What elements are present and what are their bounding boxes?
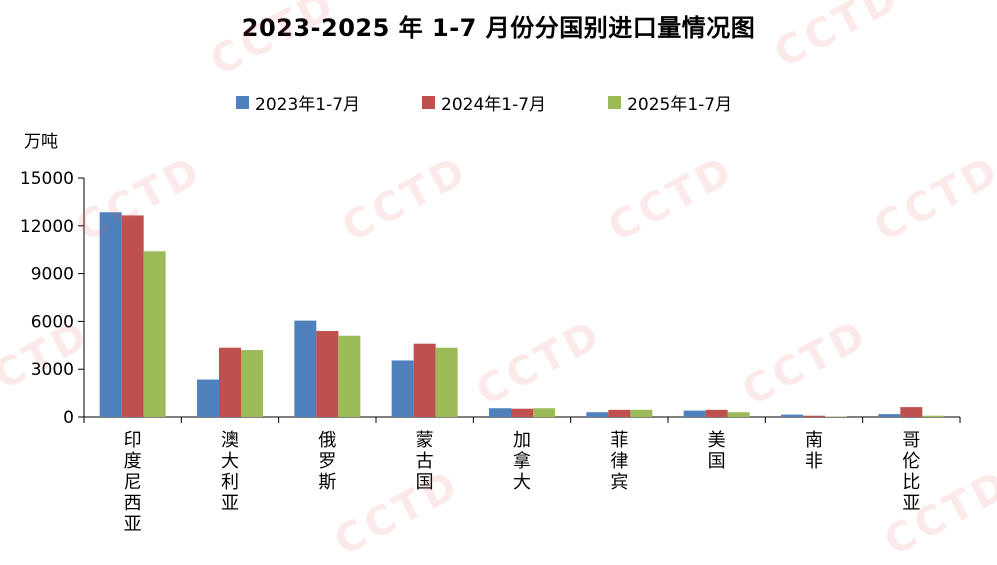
bar-2025年1-7月-俄罗斯 (338, 336, 360, 417)
y-tick-label: 6000 (31, 312, 74, 332)
bar-2025年1-7月-哥伦比亚 (922, 416, 944, 417)
bar-chart: 万吨 0 3000 6000 9000 12000 15000 印度尼西亚 澳大利亚 俄罗斯 蒙古… (0, 0, 997, 533)
bar-2023年1-7月-澳大利亚 (197, 380, 219, 417)
y-tick-label: 12000 (20, 217, 74, 237)
y-tick-label: 9000 (31, 265, 74, 285)
bar-2023年1-7月-印度尼西亚 (100, 212, 122, 417)
bar-2024年1-7月-俄罗斯 (316, 331, 338, 417)
bar-2023年1-7月-俄罗斯 (294, 321, 316, 417)
x-category-label: 澳大利亚 (221, 430, 239, 514)
x-category-label: 印度尼西亚 (124, 430, 142, 533)
bar-2023年1-7月-美国 (684, 411, 706, 417)
bar-2024年1-7月-哥伦比亚 (900, 407, 922, 417)
bar-2023年1-7月-南非 (781, 415, 803, 417)
x-category-label: 南非 (805, 430, 823, 472)
bar-2025年1-7月-蒙古国 (436, 348, 458, 417)
bar-2023年1-7月-加拿大 (489, 408, 511, 417)
x-category-label: 菲律宾 (610, 430, 628, 493)
bar-2024年1-7月-澳大利亚 (219, 348, 241, 417)
bar-2024年1-7月-蒙古国 (414, 344, 436, 417)
bar-2025年1-7月-印度尼西亚 (144, 251, 166, 417)
bar-2025年1-7月-澳大利亚 (241, 350, 263, 417)
bar-2025年1-7月-菲律宾 (630, 410, 652, 417)
x-category-label: 加拿大 (513, 430, 531, 493)
y-tick-label: 15000 (20, 169, 74, 189)
bar-2025年1-7月-美国 (728, 412, 750, 417)
bar-2023年1-7月-菲律宾 (586, 412, 608, 417)
bar-2023年1-7月-蒙古国 (392, 360, 414, 417)
bar-2024年1-7月-菲律宾 (608, 410, 630, 417)
x-category-label: 俄罗斯 (318, 430, 336, 493)
bar-2024年1-7月-南非 (803, 416, 825, 417)
x-category-label: 美国 (708, 430, 726, 472)
y-tick-label: 0 (63, 408, 74, 428)
y-axis-unit-label: 万吨 (24, 132, 58, 152)
plot-area: 0 3000 6000 9000 12000 15000 印度尼西亚 澳大利亚 俄罗斯 蒙古国 加拿… (20, 169, 960, 533)
bar-2025年1-7月-加拿大 (533, 408, 555, 417)
bar-2024年1-7月-印度尼西亚 (122, 215, 144, 417)
bar-2024年1-7月-加拿大 (511, 409, 533, 417)
bar-2023年1-7月-哥伦比亚 (878, 414, 900, 417)
bar-2024年1-7月-美国 (706, 410, 728, 417)
y-tick-label: 3000 (31, 360, 74, 380)
x-category-label: 蒙古国 (416, 430, 434, 493)
x-category-label: 哥伦比亚 (902, 430, 920, 514)
